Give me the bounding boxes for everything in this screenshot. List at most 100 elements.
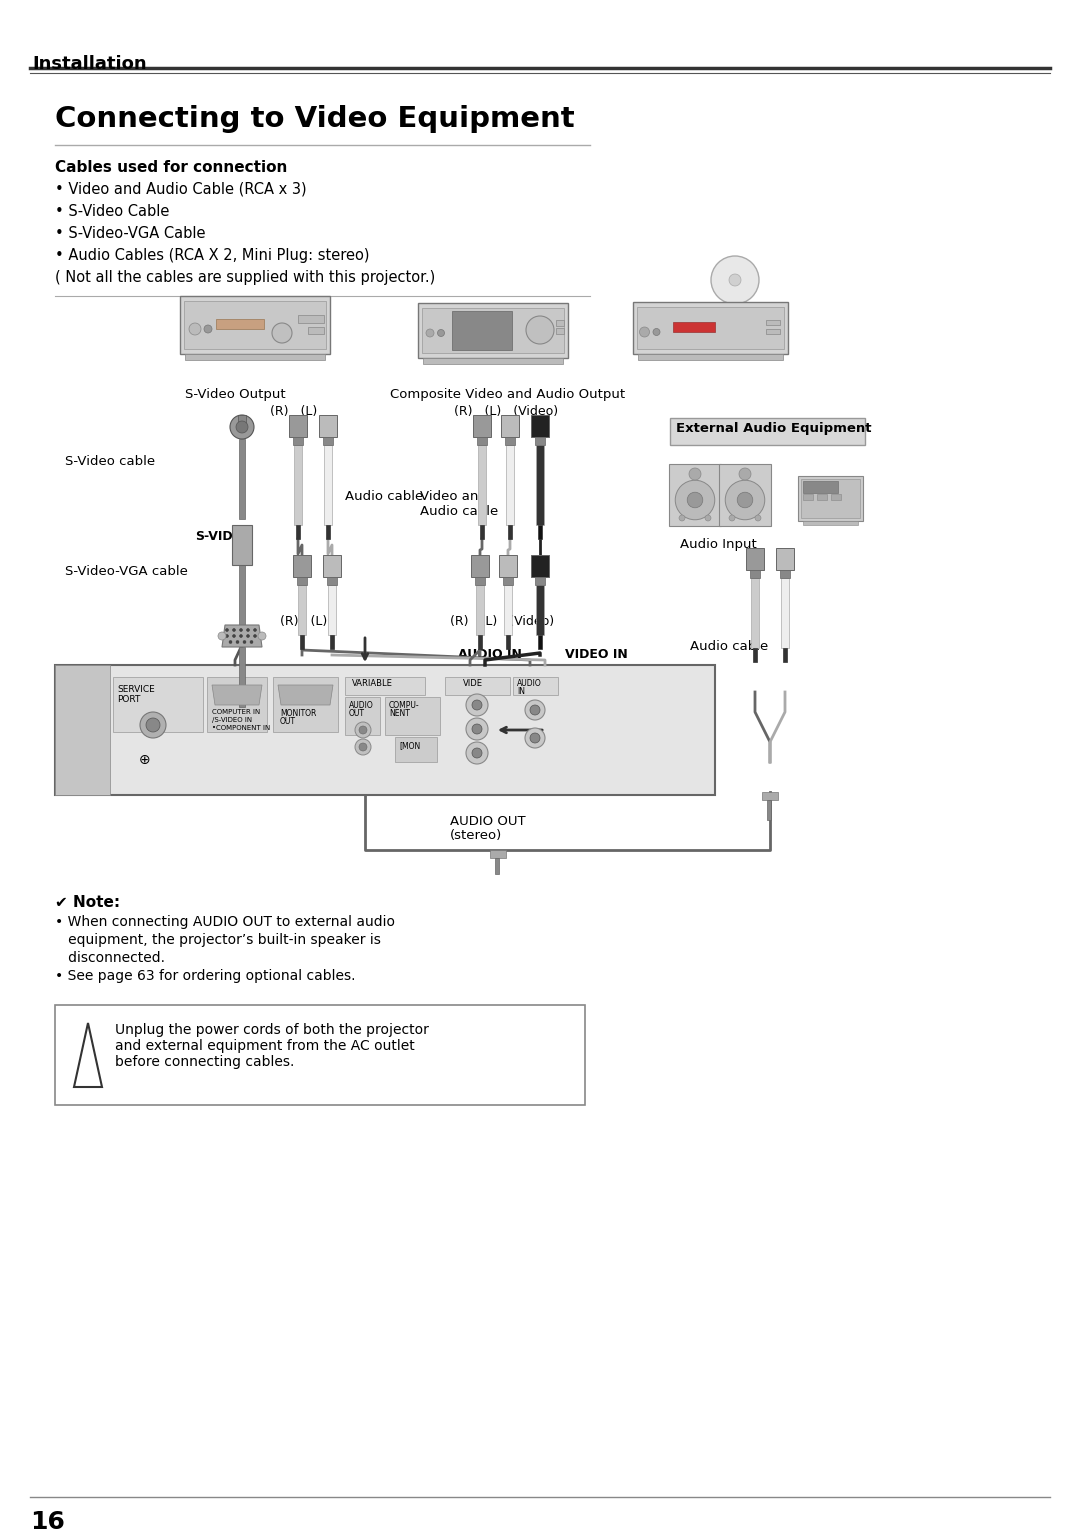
Bar xyxy=(239,647,245,706)
Bar xyxy=(802,493,812,499)
Text: S-Video Output: S-Video Output xyxy=(185,388,285,401)
Bar xyxy=(476,585,484,634)
Bar xyxy=(477,437,487,444)
Bar xyxy=(531,555,549,578)
Bar xyxy=(783,648,787,662)
Bar xyxy=(536,585,544,634)
Circle shape xyxy=(204,325,212,332)
Circle shape xyxy=(729,515,735,521)
Bar xyxy=(296,525,300,539)
Bar xyxy=(422,308,564,352)
Text: (R)   (L): (R) (L) xyxy=(280,614,327,628)
Text: AUDIO: AUDIO xyxy=(349,702,374,709)
Bar xyxy=(423,357,563,363)
Bar xyxy=(180,296,330,354)
Bar xyxy=(293,437,303,444)
Circle shape xyxy=(230,415,254,440)
Text: !: ! xyxy=(84,1059,92,1072)
Circle shape xyxy=(246,628,249,631)
Text: VIDEO IN: VIDEO IN xyxy=(565,648,627,660)
Text: AUDIO OUT: AUDIO OUT xyxy=(450,815,526,827)
Circle shape xyxy=(226,634,229,637)
Circle shape xyxy=(254,628,257,631)
Circle shape xyxy=(189,323,201,336)
Bar xyxy=(319,415,337,437)
Bar xyxy=(636,306,783,349)
Bar xyxy=(207,677,267,732)
Text: SERVICE: SERVICE xyxy=(117,685,154,694)
Circle shape xyxy=(530,705,540,715)
Bar xyxy=(490,850,507,858)
Bar xyxy=(538,634,542,650)
Text: Audio cable: Audio cable xyxy=(345,490,423,502)
Circle shape xyxy=(359,726,367,734)
Text: disconnected.: disconnected. xyxy=(55,951,165,965)
Text: MONITOR: MONITOR xyxy=(280,709,316,719)
Circle shape xyxy=(679,515,685,521)
Text: • Audio Cables (RCA X 2, Mini Plug: stereo): • Audio Cables (RCA X 2, Mini Plug: ster… xyxy=(55,248,369,264)
Circle shape xyxy=(237,640,239,643)
Circle shape xyxy=(726,480,765,519)
Bar xyxy=(345,697,380,735)
Bar xyxy=(753,648,757,662)
Text: Video and
Audio cable: Video and Audio cable xyxy=(420,490,498,518)
Circle shape xyxy=(530,732,540,743)
Bar xyxy=(781,578,789,648)
Bar xyxy=(802,481,837,492)
Text: OUT: OUT xyxy=(349,709,365,719)
Circle shape xyxy=(218,633,226,640)
Text: Cables used for connection: Cables used for connection xyxy=(55,159,287,175)
Bar xyxy=(216,319,264,329)
Bar xyxy=(308,326,324,334)
Circle shape xyxy=(140,712,166,738)
Text: • When connecting AUDIO OUT to external audio: • When connecting AUDIO OUT to external … xyxy=(55,915,395,928)
Text: Installation: Installation xyxy=(32,55,147,74)
Circle shape xyxy=(472,748,482,758)
Bar xyxy=(471,555,489,578)
Bar xyxy=(504,585,512,634)
Circle shape xyxy=(525,700,545,720)
Circle shape xyxy=(472,725,482,734)
Bar xyxy=(507,634,510,650)
Bar xyxy=(762,792,778,800)
Bar xyxy=(328,585,336,634)
Circle shape xyxy=(465,719,488,740)
Text: • S-Video-VGA Cable: • S-Video-VGA Cable xyxy=(55,227,205,241)
Bar xyxy=(232,525,252,565)
Bar xyxy=(298,585,306,634)
Polygon shape xyxy=(278,685,333,705)
Bar xyxy=(478,444,486,525)
Bar xyxy=(475,578,485,585)
Circle shape xyxy=(739,467,751,480)
Text: ✔ Note:: ✔ Note: xyxy=(55,895,120,910)
Text: PORT: PORT xyxy=(117,696,140,705)
Bar xyxy=(55,665,715,795)
Bar xyxy=(536,444,544,525)
Bar xyxy=(184,300,326,349)
Circle shape xyxy=(246,634,249,637)
Circle shape xyxy=(687,492,703,507)
Text: S-VIDEO: S-VIDEO xyxy=(195,530,252,542)
Bar xyxy=(323,437,333,444)
Bar xyxy=(750,570,760,578)
Bar xyxy=(637,354,783,360)
Bar xyxy=(535,437,545,444)
Bar xyxy=(273,677,338,732)
Text: AUDIO IN: AUDIO IN xyxy=(458,648,522,660)
Bar xyxy=(293,555,311,578)
Bar xyxy=(395,737,437,761)
Text: Composite Video and Audio Output: Composite Video and Audio Output xyxy=(390,388,625,401)
Circle shape xyxy=(711,256,759,303)
Bar xyxy=(766,320,780,325)
Circle shape xyxy=(226,628,229,631)
Bar xyxy=(513,677,558,696)
Circle shape xyxy=(526,316,554,345)
Circle shape xyxy=(729,274,741,286)
Polygon shape xyxy=(75,1023,102,1088)
Circle shape xyxy=(254,634,257,637)
Text: OUT: OUT xyxy=(280,717,296,726)
Bar xyxy=(297,578,307,585)
Bar xyxy=(535,578,545,585)
Bar xyxy=(831,493,840,499)
Bar xyxy=(55,1005,585,1105)
